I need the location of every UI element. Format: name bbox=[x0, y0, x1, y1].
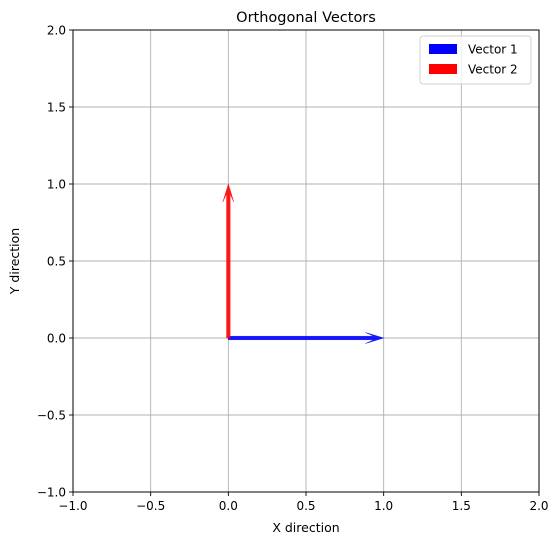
vectors bbox=[222, 183, 385, 344]
y-tick-label: 0.5 bbox=[47, 255, 66, 269]
vector-2-arrow bbox=[222, 183, 235, 339]
x-tick-label: −1.0 bbox=[58, 499, 87, 513]
chart-title: Orthogonal Vectors bbox=[236, 10, 376, 26]
legend-swatch-1 bbox=[429, 44, 457, 54]
legend-swatch-2 bbox=[429, 64, 457, 74]
legend-label-1: Vector 1 bbox=[468, 43, 518, 57]
grid bbox=[72, 29, 540, 493]
y-tick-label: 2.0 bbox=[47, 24, 66, 38]
x-tick-label: 0.0 bbox=[219, 499, 238, 513]
x-tick-label: 1.5 bbox=[452, 499, 471, 513]
x-tick-label: −0.5 bbox=[136, 499, 165, 513]
x-axis-title: X direction bbox=[272, 520, 339, 535]
y-tick-label: 1.0 bbox=[47, 178, 66, 192]
legend: Vector 1 Vector 2 bbox=[419, 35, 532, 85]
x-tick-label: 0.5 bbox=[296, 499, 315, 513]
legend-label-2: Vector 2 bbox=[468, 63, 518, 77]
vector-1-arrow bbox=[228, 332, 385, 344]
x-tick-label: 1.0 bbox=[374, 499, 393, 513]
y-tick-label: 0.0 bbox=[47, 332, 66, 346]
y-axis: −1.0 −0.5 0.0 0.5 1.0 1.5 2.0 bbox=[37, 24, 73, 500]
y-tick-label: −0.5 bbox=[37, 409, 66, 423]
x-axis: −1.0 −0.5 0.0 0.5 1.0 1.5 2.0 bbox=[58, 492, 549, 513]
y-tick-label: 1.5 bbox=[47, 101, 66, 115]
x-tick-label: 2.0 bbox=[529, 499, 548, 513]
y-tick-label: −1.0 bbox=[37, 486, 66, 500]
y-axis-title: Y direction bbox=[7, 228, 22, 295]
